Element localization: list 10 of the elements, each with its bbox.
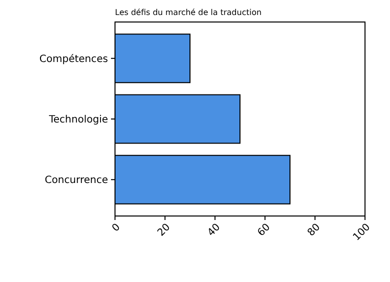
x-tick-label: 100 — [351, 222, 373, 244]
x-tick-label: 20 — [156, 222, 173, 239]
chart-title: Les défis du marché de la traduction — [115, 8, 262, 17]
x-tick-label: 0 — [110, 222, 123, 234]
y-tick-label: Technologie — [48, 114, 108, 126]
x-tick-label: 80 — [306, 222, 323, 239]
y-tick-label: Concurrence — [44, 175, 108, 186]
y-tick-label: Compétences — [39, 54, 108, 65]
x-tick-label: 40 — [206, 222, 223, 239]
x-tick-label: 60 — [256, 222, 273, 239]
